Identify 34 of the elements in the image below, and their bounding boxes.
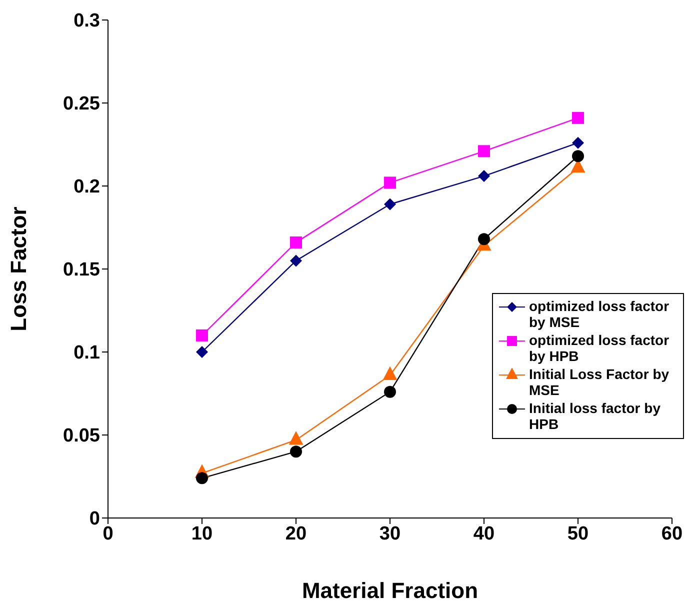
point <box>290 254 302 267</box>
legend-label: optimized loss factor by HPB <box>529 332 670 364</box>
x-tick-label: 30 <box>379 523 401 544</box>
point <box>290 236 302 248</box>
y-tick-label: 0.2 <box>74 176 100 198</box>
y-tick-label: 0.3 <box>74 10 100 32</box>
y-axis-title: Loss Factor <box>6 206 31 332</box>
point <box>572 150 584 162</box>
point <box>384 386 396 398</box>
point <box>290 446 302 458</box>
y-tick-label: 0.05 <box>63 426 100 447</box>
x-tick-label: 20 <box>285 523 307 544</box>
y-tick-label: 0 <box>89 508 100 530</box>
point <box>478 170 490 182</box>
point <box>478 145 490 158</box>
point <box>478 233 490 246</box>
x-tick-label: 40 <box>473 523 495 544</box>
y-tick-label: 0.15 <box>63 260 100 281</box>
x-tick-label: 0 <box>102 523 114 544</box>
y-tick-label: 0.25 <box>63 94 100 115</box>
x-tick-label: 10 <box>191 523 213 544</box>
x-tick-label: 50 <box>567 523 589 544</box>
point <box>572 112 584 124</box>
legend-label: Initial Loss Factor by MSE <box>529 366 670 398</box>
legend-label: Initial loss factor by HPB <box>529 400 662 432</box>
point <box>196 329 208 342</box>
point <box>384 176 396 189</box>
point <box>384 198 396 210</box>
point <box>196 346 208 358</box>
x-axis-title: Material Fraction <box>302 578 478 603</box>
x-tick-label: 60 <box>661 523 683 544</box>
y-tick-label: 0.1 <box>74 342 100 364</box>
point <box>572 136 584 149</box>
point <box>196 472 208 484</box>
